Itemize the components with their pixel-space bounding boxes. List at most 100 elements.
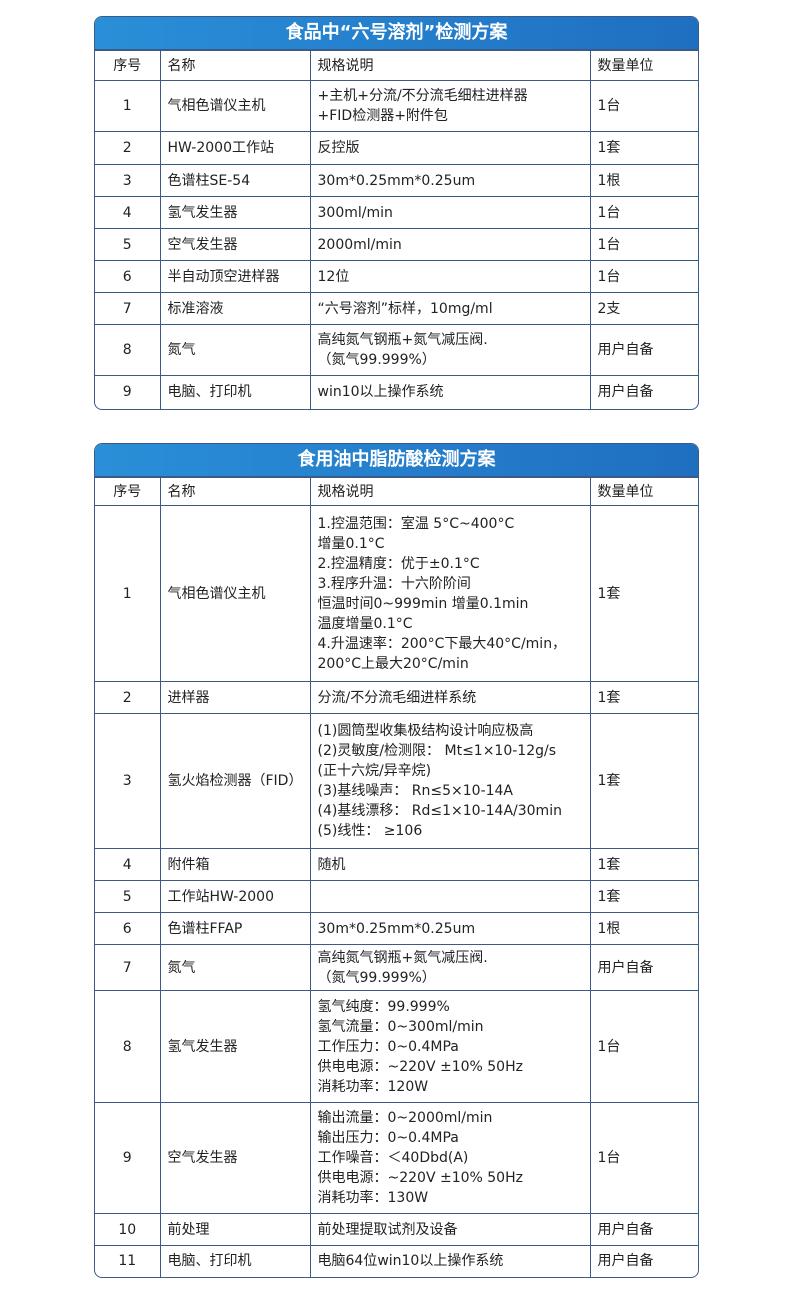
table-row: 6 半自动顶空进样器 12位 1台 <box>95 260 698 293</box>
table-row: 2 进样器 分流/不分流毛细进样系统 1套 <box>95 681 698 714</box>
cell-spec: 1.控温范围：室温 5°C~400°C 增量0.1°C 2.控温精度：优于±0.… <box>309 505 591 682</box>
table-row: 9 空气发生器 输出流量：0~2000ml/min 输出压力：0~0.4MPa 工作… <box>95 1102 698 1214</box>
cell-name: 色谱柱SE-54 <box>159 164 311 197</box>
cell-index: 5 <box>95 880 161 913</box>
cell-name: 氢火焰检测器（FID） <box>159 713 311 849</box>
cell-spec: 2000ml/min <box>309 228 591 261</box>
cell-quantity: 1套 <box>589 681 698 714</box>
cell-quantity: 用户自备 <box>589 1213 698 1246</box>
table-title: 食品中“六号溶剂”检测方案 <box>95 17 698 50</box>
cell-index: 6 <box>95 912 161 945</box>
cell-index: 6 <box>95 260 161 293</box>
cell-index: 4 <box>95 196 161 229</box>
cell-name: 进样器 <box>159 681 311 714</box>
cell-quantity: 1台 <box>589 990 698 1103</box>
cell-spec: 规格说明 <box>309 477 591 506</box>
table-row: 8 氢气发生器 氢气纯度：99.999% 氢气流量：0~300ml/min 工作压力… <box>95 990 698 1103</box>
cell-index: 3 <box>95 713 161 849</box>
header-row: 序号 名称 规格说明 数量单位 <box>95 50 698 81</box>
table-body: 序号 名称 规格说明 数量单位 1 气相色谱仪主机 +主机+分流/不分流毛细柱进样器 +FI… <box>95 50 698 409</box>
cell-index: 1 <box>95 505 161 682</box>
cell-spec: 高纯氮气钢瓶+氮气减压阀. （氮气99.999%） <box>309 324 591 376</box>
table-row: 1 气相色谱仪主机 +主机+分流/不分流毛细柱进样器 +FID检测器+附件包 1台 <box>95 80 698 132</box>
table-row: 2 HW-2000工作站 反控版 1套 <box>95 131 698 165</box>
cell-quantity: 2支 <box>589 292 698 325</box>
cell-quantity: 1台 <box>589 260 698 293</box>
header-row: 序号 名称 规格说明 数量单位 <box>95 477 698 506</box>
cell-index: 7 <box>95 292 161 325</box>
cell-spec <box>309 880 591 913</box>
table-row: 7 氮气 高纯氮气钢瓶+氮气减压阀. （氮气99.999%） 用户自备 <box>95 944 698 991</box>
cell-spec: 反控版 <box>309 131 591 165</box>
table-row: 6 色谱柱FFAP 30m*0.25mm*0.25um 1根 <box>95 912 698 945</box>
cell-quantity: 1根 <box>589 912 698 945</box>
cell-quantity: 1套 <box>589 131 698 165</box>
cell-quantity: 用户自备 <box>589 324 698 376</box>
table-row: 5 空气发生器 2000ml/min 1台 <box>95 228 698 261</box>
cell-name: 气相色谱仪主机 <box>159 505 311 682</box>
cell-name: 空气发生器 <box>159 1102 311 1214</box>
cell-index: 8 <box>95 324 161 376</box>
cell-name: 色谱柱FFAP <box>159 912 311 945</box>
cell-spec: 30m*0.25mm*0.25um <box>309 912 591 945</box>
cell-name: 附件箱 <box>159 848 311 881</box>
table-fatty-acid-plan: 食用油中脂肪酸检测方案 序号 名称 规格说明 数量单位 1 气相色谱仪主机 1.控温范围：室… <box>94 443 699 1278</box>
cell-quantity: 数量单位 <box>589 477 698 506</box>
cell-name: 氢气发生器 <box>159 196 311 229</box>
cell-quantity: 1台 <box>589 228 698 261</box>
cell-index: 9 <box>95 375 161 409</box>
cell-index: 2 <box>95 131 161 165</box>
cell-name: 名称 <box>159 50 311 81</box>
cell-name: 标准溶液 <box>159 292 311 325</box>
cell-index: 3 <box>95 164 161 197</box>
cell-index: 9 <box>95 1102 161 1214</box>
cell-spec: “六号溶剂”标样，10mg/ml <box>309 292 591 325</box>
cell-spec: (1)圆筒型收集极结构设计响应极高 (2)灵敏度/检测限： Mt≤1×10-12… <box>309 713 591 849</box>
table-row: 4 附件箱 随机 1套 <box>95 848 698 881</box>
table-row: 5 工作站HW-2000 1套 <box>95 880 698 913</box>
cell-name: HW-2000工作站 <box>159 131 311 165</box>
cell-index: 7 <box>95 944 161 991</box>
cell-spec: 30m*0.25mm*0.25um <box>309 164 591 197</box>
cell-index: 10 <box>95 1213 161 1246</box>
cell-index: 4 <box>95 848 161 881</box>
cell-quantity: 数量单位 <box>589 50 698 81</box>
cell-name: 半自动顶空进样器 <box>159 260 311 293</box>
table-row: 11 电脑、打印机 电脑64位win10以上操作系统 用户自备 <box>95 1245 698 1277</box>
cell-name: 名称 <box>159 477 311 506</box>
cell-index: 11 <box>95 1245 161 1277</box>
cell-name: 前处理 <box>159 1213 311 1246</box>
cell-spec: 前处理提取试剂及设备 <box>309 1213 591 1246</box>
cell-spec: 高纯氮气钢瓶+氮气减压阀. （氮气99.999%） <box>309 944 591 991</box>
cell-index: 1 <box>95 80 161 132</box>
cell-quantity: 1台 <box>589 80 698 132</box>
cell-spec: 随机 <box>309 848 591 881</box>
cell-spec: 输出流量：0~2000ml/min 输出压力：0~0.4MPa 工作噪音：＜40… <box>309 1102 591 1214</box>
cell-name: 气相色谱仪主机 <box>159 80 311 132</box>
cell-name: 工作站HW-2000 <box>159 880 311 913</box>
cell-quantity: 1套 <box>589 505 698 682</box>
table-row: 8 氮气 高纯氮气钢瓶+氮气减压阀. （氮气99.999%） 用户自备 <box>95 324 698 376</box>
cell-quantity: 1台 <box>589 196 698 229</box>
cell-name: 电脑、打印机 <box>159 375 311 409</box>
table-row: 3 氢火焰检测器（FID） (1)圆筒型收集极结构设计响应极高 (2)灵敏度/检测限… <box>95 713 698 849</box>
cell-index: 序号 <box>95 477 161 506</box>
cell-index: 8 <box>95 990 161 1103</box>
table-row: 3 色谱柱SE-54 30m*0.25mm*0.25um 1根 <box>95 164 698 197</box>
cell-spec: +主机+分流/不分流毛细柱进样器 +FID检测器+附件包 <box>309 80 591 132</box>
cell-spec: 分流/不分流毛细进样系统 <box>309 681 591 714</box>
table-title: 食用油中脂肪酸检测方案 <box>95 444 698 477</box>
cell-index: 5 <box>95 228 161 261</box>
cell-name: 氮气 <box>159 944 311 991</box>
cell-spec: 氢气纯度：99.999% 氢气流量：0~300ml/min 工作压力：0~0.4… <box>309 990 591 1103</box>
table-body: 序号 名称 规格说明 数量单位 1 气相色谱仪主机 1.控温范围：室温 5°C~400°C … <box>95 477 698 1277</box>
table-hexane-solvent-plan: 食品中“六号溶剂”检测方案 序号 名称 规格说明 数量单位 1 气相色谱仪主机 +主机+分流… <box>94 16 699 410</box>
cell-name: 空气发生器 <box>159 228 311 261</box>
cell-spec: 12位 <box>309 260 591 293</box>
table-row: 10 前处理 前处理提取试剂及设备 用户自备 <box>95 1213 698 1246</box>
table-row: 9 电脑、打印机 win10以上操作系统 用户自备 <box>95 375 698 409</box>
table-row: 4 氢气发生器 300ml/min 1台 <box>95 196 698 229</box>
cell-name: 氢气发生器 <box>159 990 311 1103</box>
cell-name: 氮气 <box>159 324 311 376</box>
cell-spec: 规格说明 <box>309 50 591 81</box>
